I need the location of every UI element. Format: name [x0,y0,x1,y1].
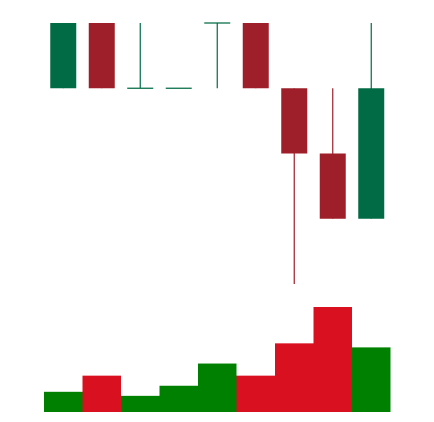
volume-bar-3 [121,395,160,412]
candle-body-1 [50,23,77,89]
volume-bar-2 [82,375,121,412]
volume-bar-6 [236,375,275,412]
volume-bar-5 [198,363,237,412]
volume-bar-4 [159,385,198,412]
candle-body-9 [358,88,385,219]
volume-bar-8 [313,307,352,412]
volume-bar-7 [275,343,314,412]
candle-body-8 [319,153,346,219]
volume-panel [44,307,391,412]
candle-body-2 [88,23,115,89]
volume-bar-9 [352,347,391,412]
candle-body-7 [281,88,308,154]
candle-body-6 [242,23,269,89]
volume-bar-1 [44,391,83,412]
price-panel [50,22,385,284]
